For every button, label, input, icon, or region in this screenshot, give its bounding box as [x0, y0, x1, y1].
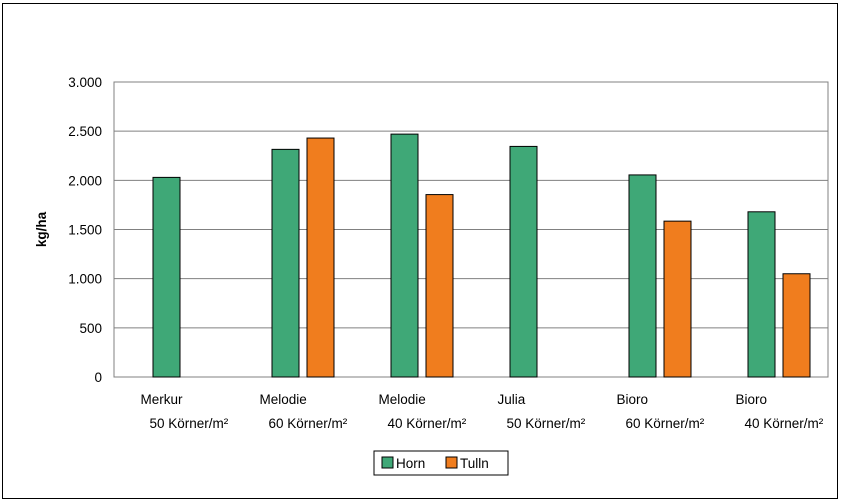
x-tick-label-name: Melodie: [260, 392, 307, 407]
bars: [152, 133, 811, 378]
y-tick-label: 1.500: [68, 223, 102, 238]
x-tick-label-density: 60 Körner/m²: [626, 416, 705, 431]
y-axis-ticks: 0 500 1.000 1.500 2.000 2.500 3.000: [68, 75, 102, 385]
x-tick-label-name: Bioro: [617, 392, 649, 407]
x-tick-label-name: Merkur: [141, 392, 184, 407]
bar-horn: [509, 145, 538, 378]
legend-swatch-tulln: [445, 456, 458, 469]
y-axis-label: kg/ha: [34, 211, 49, 247]
x-tick-label-name: Bioro: [736, 392, 768, 407]
x-axis-labels: Merkur 50 Körner/m² Melodie 60 Körner/m² Mel…: [141, 392, 824, 431]
x-tick-label-name: Julia: [498, 392, 526, 407]
y-tick-label: 0: [94, 370, 102, 385]
x-tick-label-density: 40 Körner/m²: [745, 416, 824, 431]
legend-box: [373, 450, 509, 476]
y-tick-label: 2.500: [68, 124, 102, 139]
y-tick-label: 500: [79, 321, 102, 336]
bar-tulln: [425, 194, 454, 378]
bar-horn: [628, 174, 657, 378]
bar-horn: [390, 133, 419, 378]
x-tick-label-density: 40 Körner/m²: [388, 416, 467, 431]
y-tick-label: 1.000: [68, 272, 102, 287]
bar-horn: [747, 211, 776, 378]
bar-tulln: [663, 220, 692, 378]
x-tick-label-density: 60 Körner/m²: [269, 416, 348, 431]
bar-horn: [152, 176, 181, 378]
x-tick-label-density: 50 Körner/m²: [507, 416, 586, 431]
gridlines: [114, 130, 828, 378]
y-tick-label: 2.000: [68, 173, 102, 188]
bar-horn: [271, 148, 300, 378]
bar-tulln: [782, 273, 811, 378]
legend: Horn Tulln: [373, 450, 509, 476]
x-tick-label-density: 50 Körner/m²: [150, 416, 229, 431]
y-tick-label: 3.000: [68, 75, 102, 90]
legend-swatch-horn: [381, 456, 394, 469]
bar-tulln: [306, 137, 335, 378]
x-tick-label-name: Melodie: [379, 392, 426, 407]
legend-label-tulln: Tulln: [460, 456, 489, 471]
legend-label-horn: Horn: [396, 456, 425, 471]
